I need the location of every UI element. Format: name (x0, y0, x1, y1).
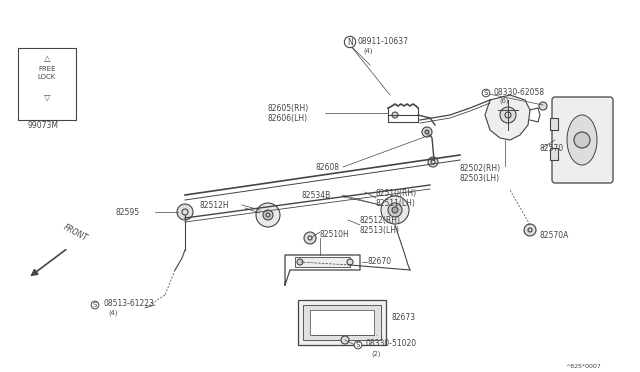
Circle shape (524, 224, 536, 236)
Text: 82673: 82673 (392, 314, 416, 323)
FancyBboxPatch shape (552, 97, 613, 183)
Text: 82503(LH): 82503(LH) (460, 173, 500, 183)
Text: 08330-51020: 08330-51020 (366, 340, 417, 349)
Text: (2): (2) (371, 351, 381, 357)
Text: (4): (4) (363, 48, 372, 54)
Text: 82670: 82670 (368, 257, 392, 266)
Circle shape (392, 207, 398, 213)
Text: N: N (347, 38, 353, 46)
Text: 82510(RH): 82510(RH) (376, 189, 417, 198)
Text: 08513-61223: 08513-61223 (103, 299, 154, 308)
Text: 82605(RH): 82605(RH) (267, 103, 308, 112)
Circle shape (425, 130, 429, 134)
Circle shape (263, 210, 273, 220)
Bar (298, 300, 386, 345)
Circle shape (177, 204, 193, 220)
Bar (550, 118, 558, 130)
Text: 82570: 82570 (540, 144, 564, 153)
Bar (303, 305, 381, 340)
Text: 82608: 82608 (315, 163, 339, 171)
Text: 82570A: 82570A (540, 231, 570, 240)
Bar (310, 310, 374, 335)
Text: △: △ (44, 54, 51, 62)
Circle shape (539, 102, 547, 110)
Bar (295, 257, 350, 267)
Text: 82510H: 82510H (320, 230, 349, 238)
Text: 82513(LH): 82513(LH) (360, 225, 400, 234)
Circle shape (500, 107, 516, 123)
Text: 08911-10637: 08911-10637 (358, 36, 409, 45)
Text: S: S (356, 342, 360, 348)
Circle shape (428, 157, 438, 167)
Text: (6): (6) (499, 98, 509, 104)
Circle shape (392, 112, 398, 118)
Ellipse shape (567, 115, 597, 165)
Text: (4): (4) (108, 310, 118, 316)
Text: FREE
LOCK: FREE LOCK (38, 66, 56, 80)
Text: ^825*0007: ^825*0007 (565, 363, 601, 369)
Bar (550, 148, 558, 160)
Text: 82534B: 82534B (302, 190, 332, 199)
Circle shape (347, 259, 353, 265)
Polygon shape (485, 95, 530, 140)
Text: 82512(RH): 82512(RH) (360, 215, 401, 224)
Circle shape (341, 336, 349, 344)
Circle shape (422, 127, 432, 137)
Circle shape (304, 232, 316, 244)
Text: 08330-62058: 08330-62058 (494, 87, 545, 96)
Text: 82511(LH): 82511(LH) (376, 199, 416, 208)
Text: S: S (93, 302, 97, 308)
Text: FRONT: FRONT (62, 223, 89, 243)
Circle shape (388, 203, 402, 217)
Text: S: S (484, 90, 488, 96)
Circle shape (381, 196, 409, 224)
Circle shape (256, 203, 280, 227)
Bar (18, 48, 76, 120)
Text: ▽: ▽ (44, 93, 51, 102)
Text: 82512H: 82512H (200, 201, 230, 209)
Circle shape (574, 132, 590, 148)
Text: 82502(RH): 82502(RH) (460, 164, 501, 173)
Text: 82595: 82595 (115, 208, 139, 217)
Text: 99073M: 99073M (27, 121, 58, 129)
Circle shape (297, 259, 303, 265)
Text: 82606(LH): 82606(LH) (267, 113, 307, 122)
